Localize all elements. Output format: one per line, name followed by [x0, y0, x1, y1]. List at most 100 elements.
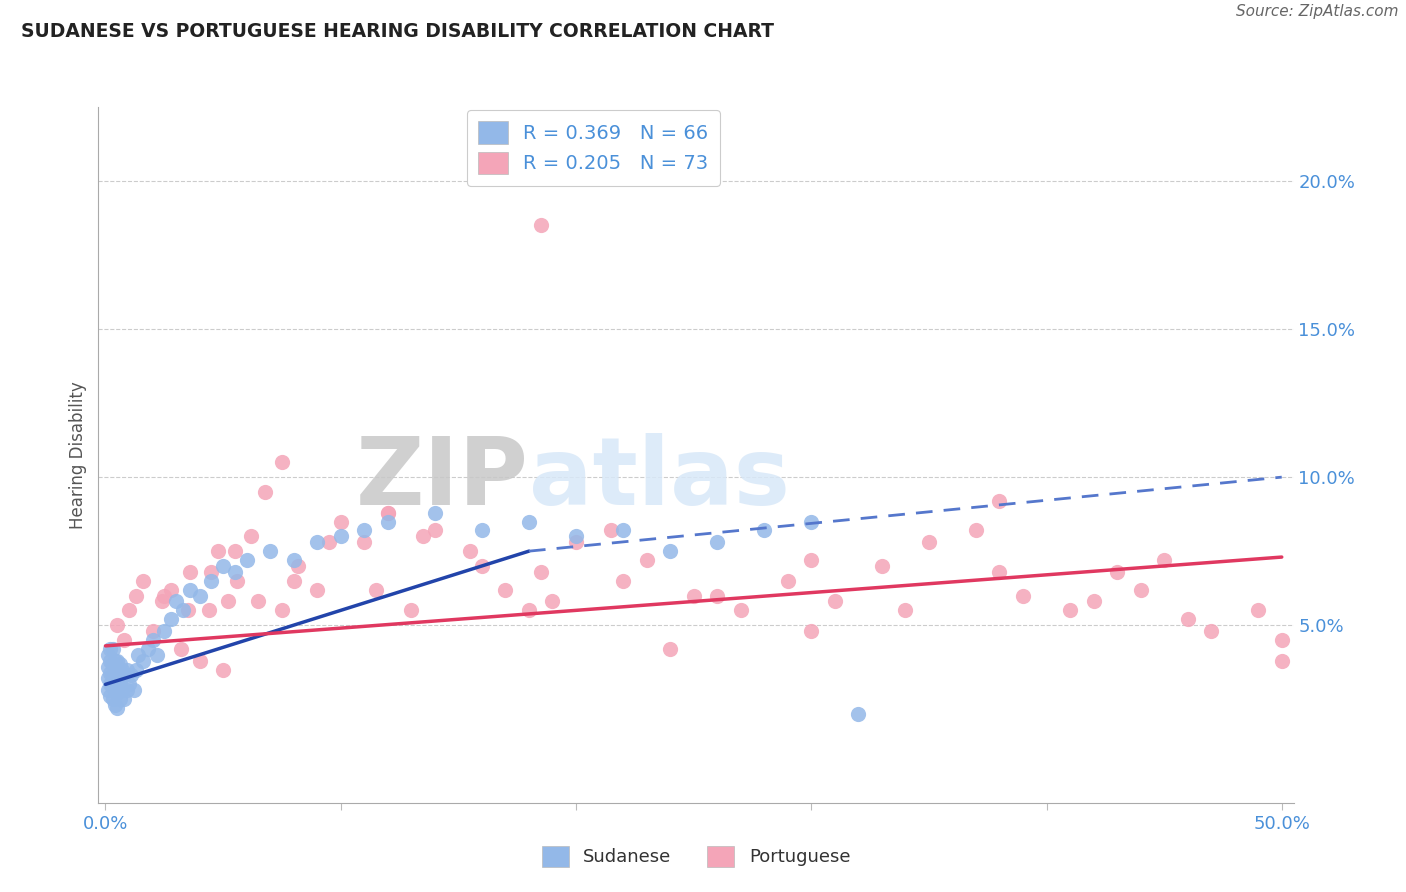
Point — [115, 683, 138, 698]
Point — [471, 558, 494, 573]
Point — [283, 574, 305, 588]
Point — [659, 641, 682, 656]
Point — [730, 603, 752, 617]
Point — [541, 594, 564, 608]
Point — [353, 524, 375, 538]
Point — [224, 565, 246, 579]
Point — [287, 558, 309, 573]
Point — [846, 706, 869, 721]
Point — [150, 594, 173, 608]
Point — [530, 219, 553, 233]
Point — [118, 603, 141, 617]
Point — [706, 535, 728, 549]
Point — [965, 524, 987, 538]
Point — [423, 506, 446, 520]
Point — [105, 686, 128, 700]
Point — [112, 692, 135, 706]
Legend: Sudanese, Portuguese: Sudanese, Portuguese — [534, 838, 858, 874]
Point — [101, 641, 124, 656]
Point — [172, 603, 194, 617]
Point — [112, 632, 135, 647]
Point — [235, 553, 257, 567]
Point — [1083, 594, 1105, 608]
Point — [200, 565, 222, 579]
Point — [212, 663, 235, 677]
Point — [224, 544, 246, 558]
Point — [988, 493, 1011, 508]
Point — [254, 484, 277, 499]
Point — [423, 524, 446, 538]
Point — [101, 692, 124, 706]
Point — [988, 565, 1011, 579]
Point — [108, 677, 131, 691]
Point — [271, 603, 294, 617]
Point — [160, 612, 183, 626]
Point — [104, 683, 127, 698]
Point — [132, 654, 155, 668]
Point — [108, 657, 131, 671]
Point — [104, 654, 127, 668]
Point — [153, 589, 176, 603]
Point — [353, 535, 375, 549]
Point — [153, 624, 176, 638]
Point — [141, 632, 163, 647]
Point — [132, 574, 155, 588]
Point — [364, 582, 387, 597]
Point — [98, 690, 121, 704]
Point — [212, 558, 235, 573]
Point — [870, 558, 893, 573]
Point — [318, 535, 340, 549]
Point — [97, 659, 120, 673]
Point — [800, 624, 823, 638]
Point — [1107, 565, 1129, 579]
Point — [565, 535, 588, 549]
Point — [105, 672, 128, 686]
Point — [1177, 612, 1199, 626]
Point — [97, 648, 120, 662]
Point — [104, 698, 127, 712]
Point — [165, 594, 187, 608]
Text: Source: ZipAtlas.com: Source: ZipAtlas.com — [1236, 4, 1399, 20]
Point — [517, 515, 540, 529]
Point — [179, 582, 201, 597]
Point — [329, 529, 352, 543]
Point — [1012, 589, 1035, 603]
Point — [776, 574, 799, 588]
Point — [471, 524, 494, 538]
Point — [177, 603, 200, 617]
Point — [377, 515, 399, 529]
Point — [636, 553, 658, 567]
Point — [271, 455, 294, 469]
Point — [1129, 582, 1152, 597]
Point — [97, 672, 120, 686]
Point — [307, 582, 329, 597]
Point — [1271, 632, 1294, 647]
Point — [105, 654, 128, 668]
Point — [800, 553, 823, 567]
Point — [207, 544, 229, 558]
Point — [247, 594, 270, 608]
Point — [1059, 603, 1081, 617]
Point — [136, 641, 159, 656]
Text: ZIP: ZIP — [356, 434, 529, 525]
Point — [494, 582, 516, 597]
Point — [259, 544, 281, 558]
Y-axis label: Hearing Disability: Hearing Disability — [69, 381, 87, 529]
Point — [1271, 654, 1294, 668]
Point — [918, 535, 941, 549]
Point — [329, 515, 352, 529]
Point — [101, 657, 124, 671]
Point — [118, 677, 141, 691]
Point — [217, 594, 239, 608]
Point — [108, 692, 131, 706]
Point — [565, 529, 588, 543]
Point — [111, 683, 134, 698]
Point — [401, 603, 423, 617]
Point — [226, 574, 249, 588]
Point — [198, 603, 221, 617]
Point — [98, 654, 121, 668]
Point — [141, 624, 163, 638]
Point — [98, 641, 121, 656]
Point — [125, 663, 148, 677]
Point — [800, 515, 823, 529]
